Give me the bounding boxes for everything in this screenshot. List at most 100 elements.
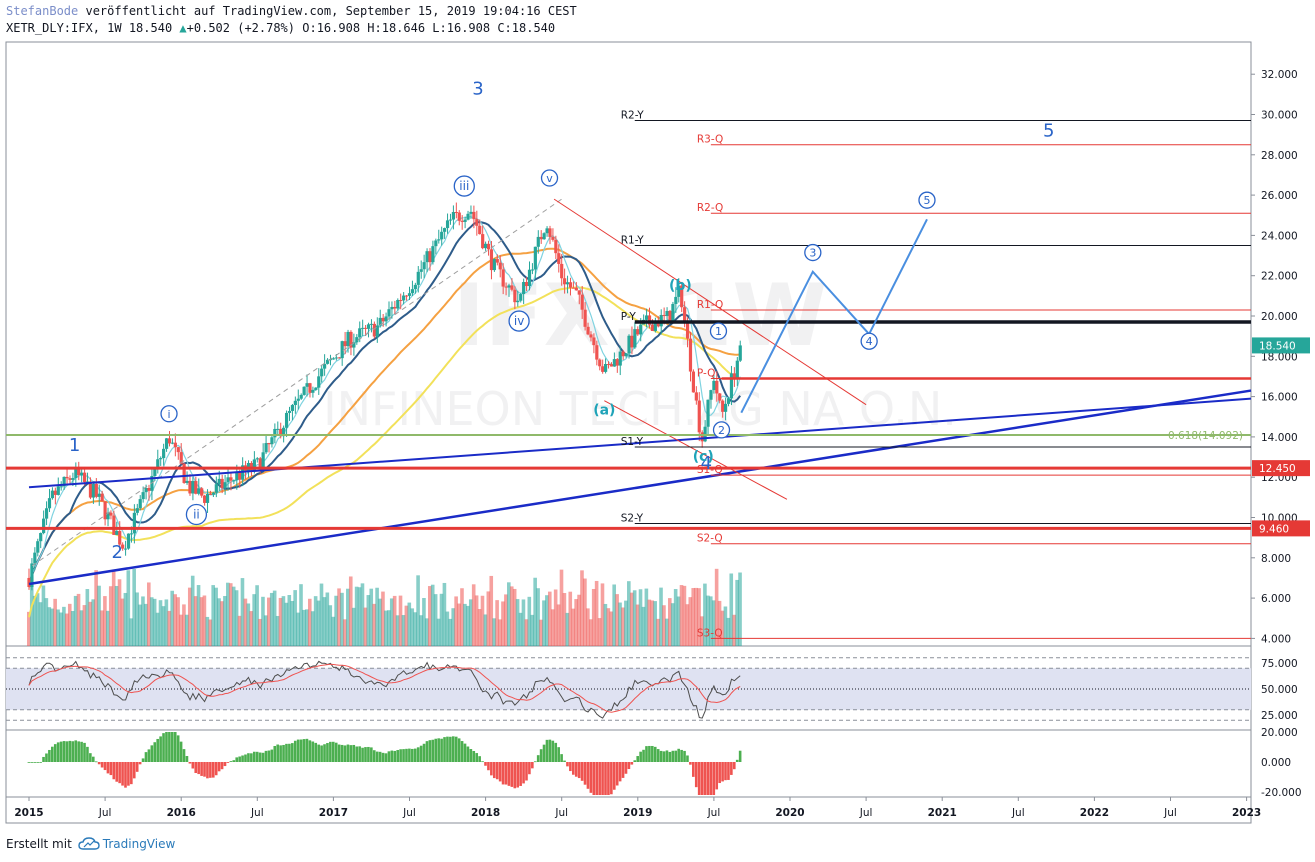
time-tick-label: Jul	[554, 807, 568, 819]
osc-bar	[446, 736, 449, 762]
candle-body	[472, 211, 476, 220]
volume-bar	[688, 597, 693, 646]
volume-bar	[632, 590, 637, 646]
osc-bar	[150, 745, 154, 762]
osc-bar	[390, 750, 394, 762]
level-price-tag	[1252, 460, 1310, 477]
osc-bar	[510, 762, 514, 787]
volume-bar	[492, 618, 496, 646]
volume-bar	[384, 610, 388, 646]
volume-bar	[489, 575, 494, 646]
tradingview-link[interactable]: TradingView	[78, 837, 175, 851]
volume-bar	[738, 572, 742, 646]
candle-body	[630, 335, 634, 348]
candle-body	[484, 243, 488, 249]
wave-circle	[918, 191, 936, 209]
candle-body	[68, 478, 72, 480]
volume-bar	[474, 595, 479, 646]
candle-body	[554, 239, 558, 254]
time-tick-label: 2016	[167, 807, 196, 819]
osc-bar	[648, 745, 651, 762]
up-triangle-icon: ▲	[179, 21, 187, 35]
pivot-label: R2-Y	[621, 110, 645, 122]
volume-bar	[141, 596, 145, 646]
volume-bars	[27, 568, 742, 646]
wave-label-minor: ii	[193, 508, 200, 522]
osc-bar	[440, 738, 443, 762]
candle-body	[366, 324, 371, 329]
volume-bar	[495, 600, 499, 646]
wave-label-corrective: (a)	[593, 403, 615, 419]
candle-body	[463, 219, 467, 222]
osc-bar	[100, 762, 104, 768]
price-tick-label: 6.000	[1261, 593, 1291, 605]
osc-bar	[97, 762, 101, 765]
volume-bar	[360, 583, 365, 646]
wave-circle	[712, 421, 731, 439]
osc-bar	[191, 762, 195, 769]
candle-body	[85, 481, 90, 483]
volume-bar	[612, 584, 616, 646]
time-tick-label: Jul	[98, 807, 112, 819]
candle-body	[308, 383, 312, 393]
volume-bar	[556, 604, 561, 646]
osc-bar	[607, 762, 610, 795]
osc-bar	[636, 756, 639, 762]
footer: Erstellt mit TradingView	[6, 837, 175, 851]
osc-bar	[525, 762, 528, 781]
wave-label-minor: v	[546, 172, 553, 185]
volume-bar	[536, 588, 540, 646]
volume-bar	[346, 588, 350, 646]
candle-body	[428, 251, 432, 263]
volume-bar	[267, 597, 271, 646]
volume-bar	[717, 600, 722, 646]
candle-body	[191, 481, 195, 494]
osc-bar	[258, 752, 262, 762]
osc-bar	[252, 751, 256, 762]
osc-bar	[730, 762, 733, 775]
candle-body	[30, 563, 34, 588]
symbol-info: XETR_DLY:IFX, 1W 18.540	[6, 21, 173, 35]
osc-bar	[112, 762, 116, 780]
volume-bar	[226, 582, 230, 646]
volume-bar	[261, 596, 265, 646]
osc-bar	[51, 746, 54, 762]
volume-bar	[27, 611, 31, 646]
osc-bar	[554, 742, 558, 762]
volume-bar	[310, 611, 315, 646]
osc-bar	[264, 750, 268, 762]
candle-body	[486, 243, 491, 250]
volume-bar	[340, 592, 344, 646]
volume-bar	[618, 602, 622, 646]
osc-bar	[598, 762, 601, 795]
osc-bar	[536, 755, 540, 762]
candle-body	[481, 234, 485, 249]
candle-body	[399, 299, 403, 301]
volume-bar	[108, 586, 113, 646]
osc-bar	[279, 745, 282, 762]
author-name[interactable]: StefanBode	[6, 4, 79, 18]
osc-bar	[372, 750, 376, 762]
candle-body	[703, 426, 707, 442]
osc-bar	[528, 762, 531, 775]
candle-body	[495, 259, 499, 263]
volume-bar	[319, 583, 324, 646]
candle-body	[653, 321, 657, 332]
osc-bar	[317, 744, 320, 762]
osc-bar	[220, 762, 224, 770]
volume-bar	[501, 601, 505, 646]
candle-body	[604, 364, 608, 372]
osc-bar	[618, 762, 622, 782]
candle-body	[440, 231, 444, 240]
osc-bar	[59, 741, 63, 762]
volume-bar	[682, 585, 687, 646]
candle-body	[77, 467, 81, 476]
osc-bar	[83, 742, 86, 762]
osc-bar	[326, 743, 329, 762]
candle-body	[340, 341, 344, 359]
volume-bar	[357, 587, 362, 646]
candle-body	[334, 357, 338, 359]
osc-bar	[674, 750, 678, 762]
osc-bar	[334, 742, 338, 762]
